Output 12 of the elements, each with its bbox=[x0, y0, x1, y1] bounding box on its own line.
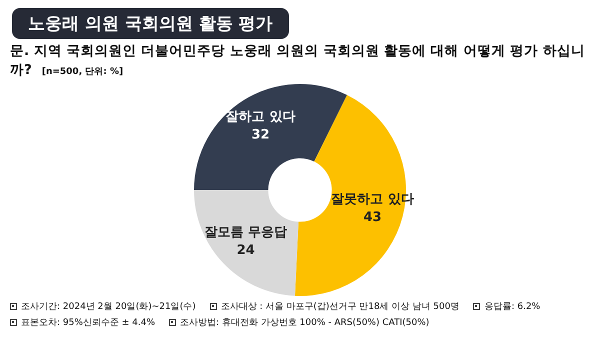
data-label: 32 bbox=[251, 128, 270, 143]
text: 조사기간: 2024년 2월 20일(화)~21일(수) bbox=[21, 301, 196, 313]
slice-label: 잘하고 있다 bbox=[226, 110, 296, 125]
text: 조사방법: 휴대전화 가상번호 100% - ARS(50%) CATI(50%) bbox=[180, 317, 430, 329]
text: [n=500, 단위: %] bbox=[42, 67, 124, 77]
chart-title: 노웅래 의원 국회의원 활동 평가 bbox=[12, 8, 289, 39]
slice-label: 잘모름 무응답 bbox=[204, 225, 288, 240]
data-label: 43 bbox=[363, 210, 382, 226]
text: 응답률: 6.2% bbox=[484, 301, 540, 313]
data-label: 24 bbox=[236, 243, 255, 258]
text: 표본오차: 95%신뢰수준 ± 4.4% bbox=[21, 317, 156, 329]
text: 조사대상 : 서울 마포구(갑)선거구 만18세 이상 남녀 500명 bbox=[220, 301, 460, 313]
